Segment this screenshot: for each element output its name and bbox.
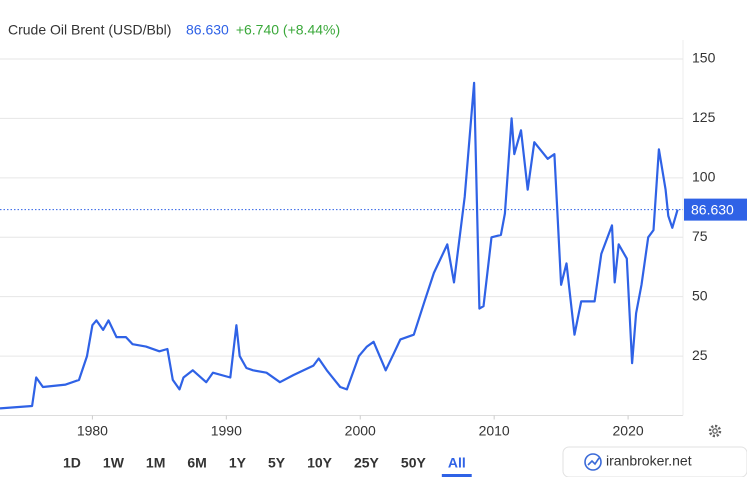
y-tick-label: 25: [692, 347, 708, 363]
change: +6.740 (+8.44%): [236, 22, 340, 38]
y-tick-label: 50: [692, 287, 708, 303]
x-tick-label: 1990: [211, 423, 242, 439]
range-button[interactable]: 1M: [146, 455, 165, 471]
watermark: iranbroker.net: [606, 453, 692, 469]
y-tick-label: 100: [692, 169, 716, 185]
x-tick-label: 2000: [345, 423, 376, 439]
y-tick-label: 75: [692, 228, 708, 244]
y-tick-label: 150: [692, 50, 716, 66]
x-tick-label: 2020: [613, 423, 644, 439]
range-button[interactable]: 6M: [187, 455, 206, 471]
range-button[interactable]: 10Y: [307, 455, 333, 471]
range-button[interactable]: 25Y: [354, 455, 380, 471]
last-price-label: 86.630: [691, 201, 734, 217]
range-button[interactable]: 1Y: [229, 455, 247, 471]
header: Crude Oil Brent (USD/Bbl) 86.630 +6.740 …: [8, 22, 340, 38]
watermark-box: [562, 446, 747, 477]
range-button[interactable]: All: [448, 455, 466, 471]
watermark-icon: [584, 453, 602, 471]
settings-icon[interactable]: [708, 424, 722, 438]
x-tick-label: 2010: [479, 423, 510, 439]
range-underline: [441, 474, 472, 477]
last-price-box: [684, 198, 747, 221]
range-button[interactable]: 1D: [63, 455, 81, 471]
x-tick-label: 1980: [77, 423, 108, 439]
price: 86.630: [186, 22, 229, 38]
range-button[interactable]: 1W: [103, 455, 125, 471]
range-button[interactable]: 5Y: [268, 455, 286, 471]
instrument-name: Crude Oil Brent (USD/Bbl): [8, 22, 171, 38]
price-line: [0, 81, 679, 410]
y-tick-label: 125: [692, 109, 716, 125]
range-button[interactable]: 50Y: [401, 455, 427, 471]
